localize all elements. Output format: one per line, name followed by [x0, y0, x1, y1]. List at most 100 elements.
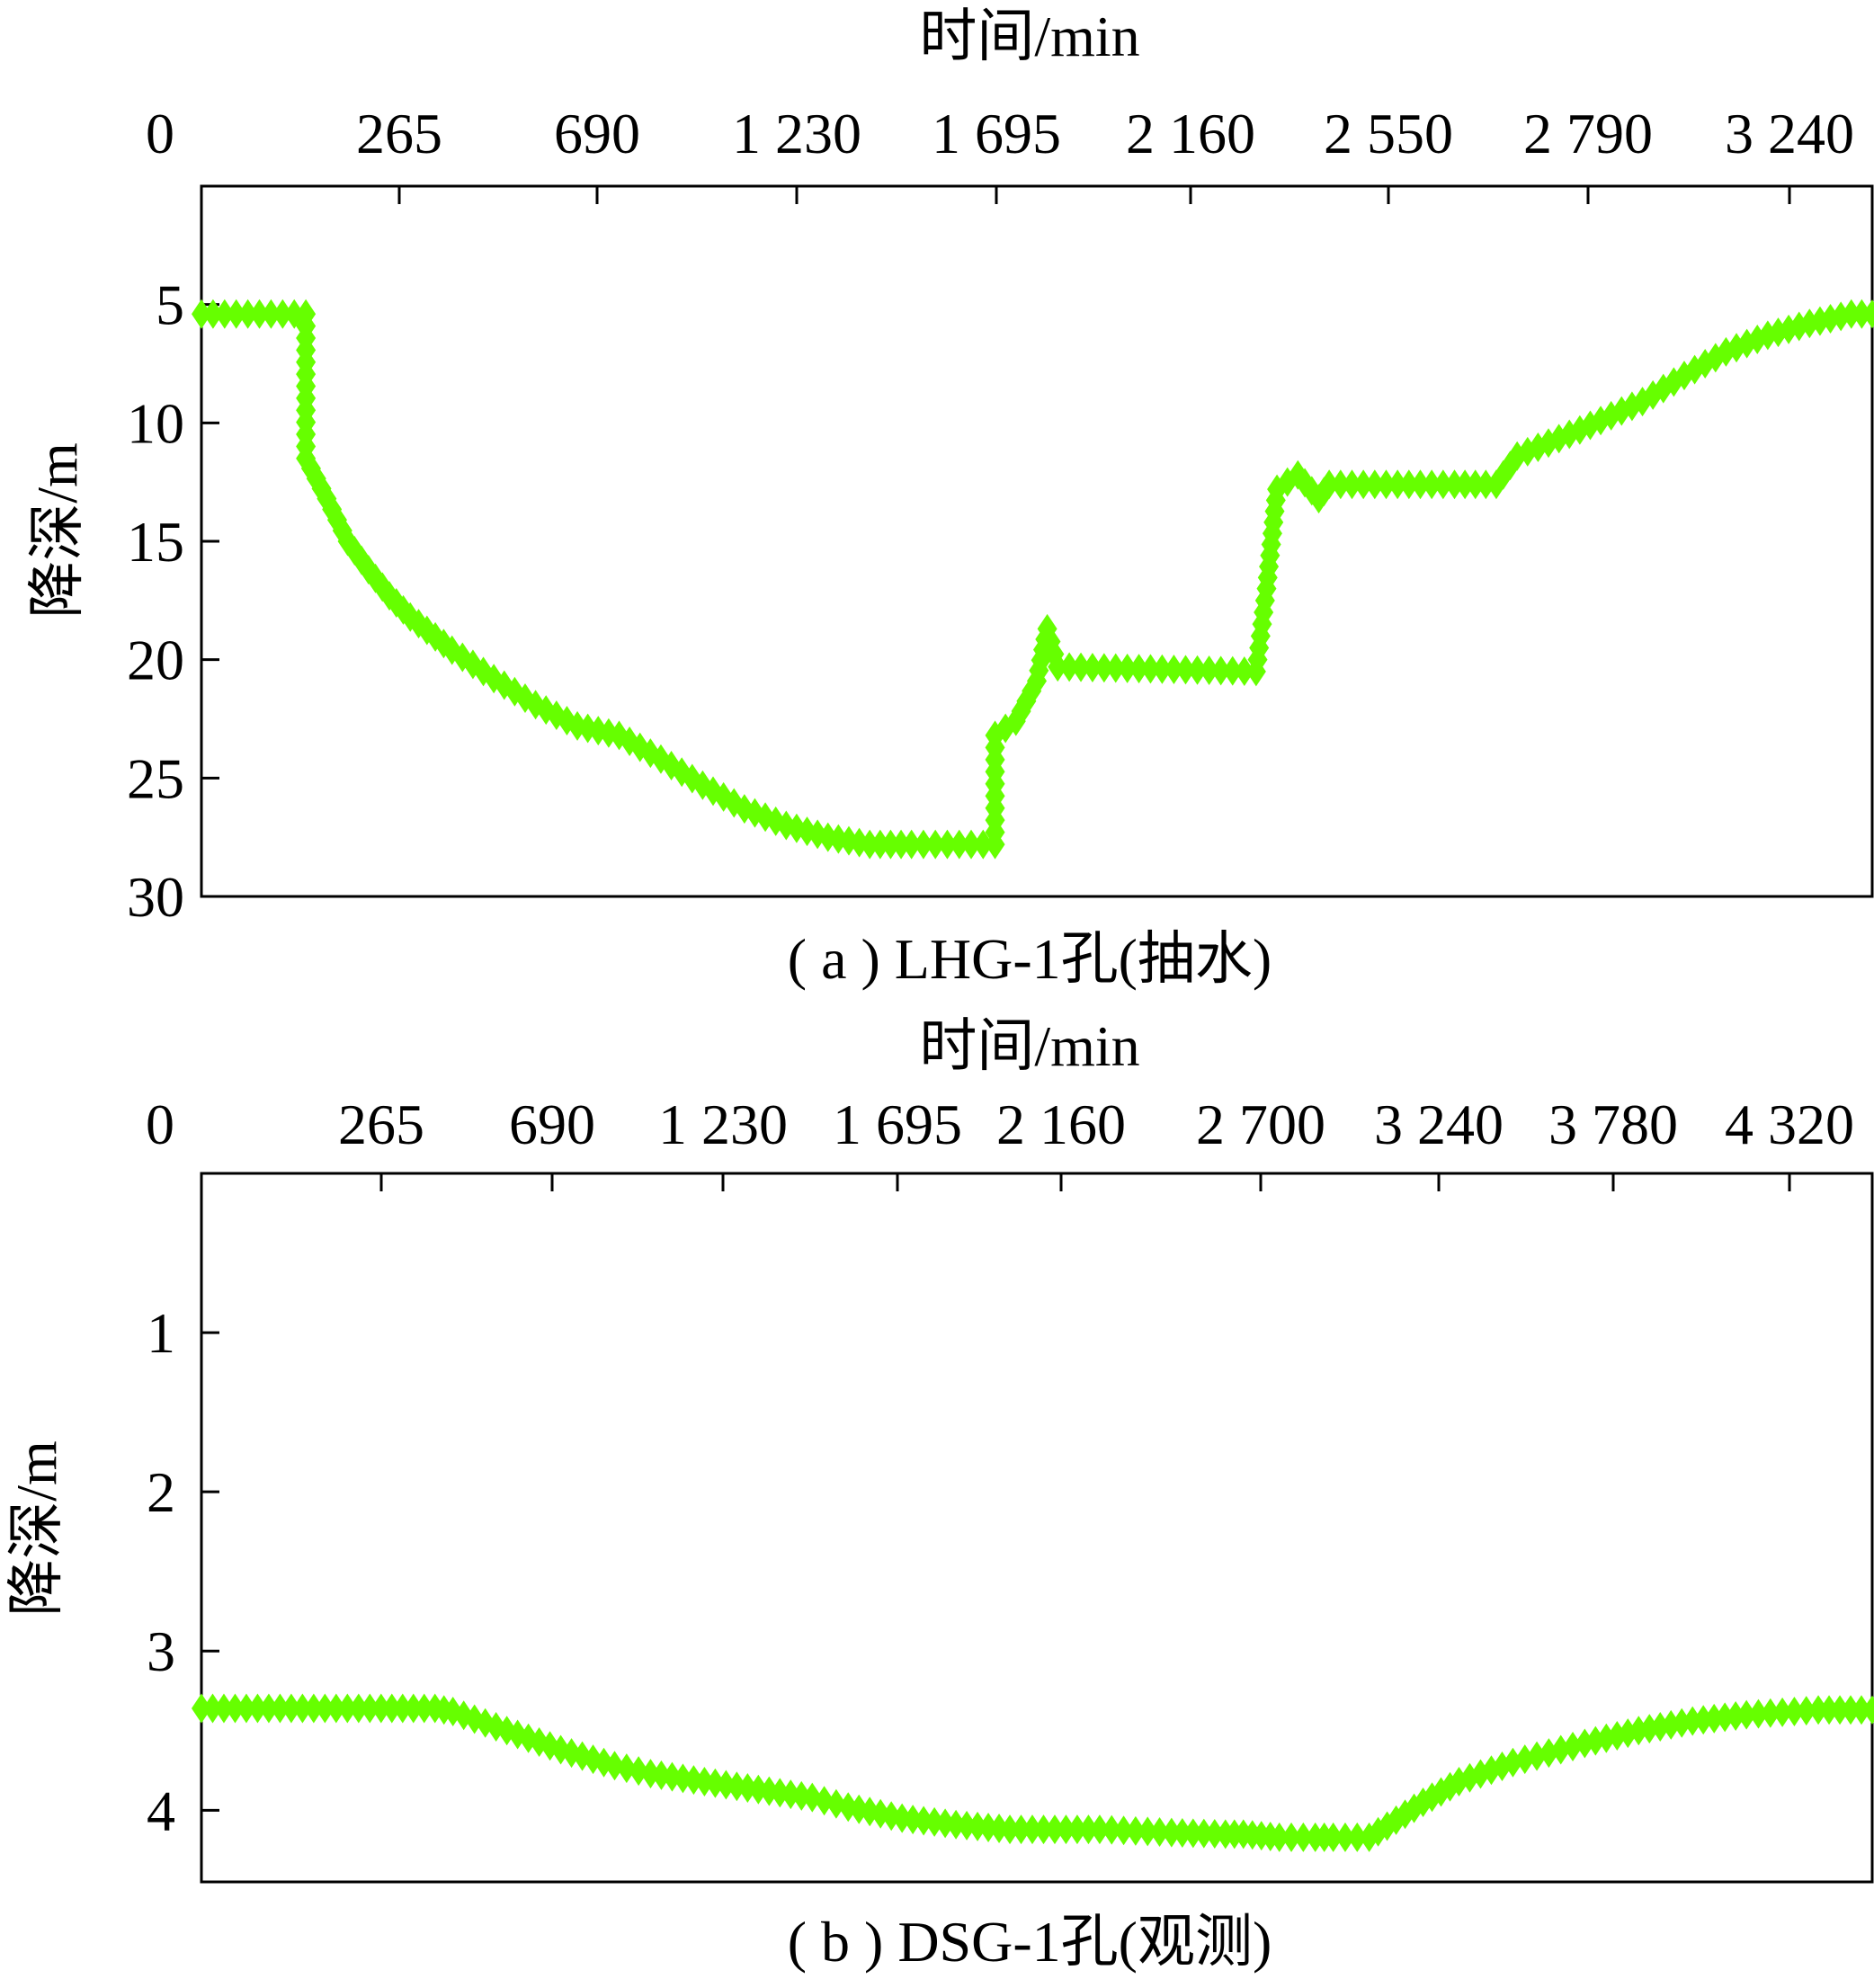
- y-tick-label: 15: [127, 510, 184, 574]
- data-point: [370, 1693, 391, 1724]
- data-point: [1410, 469, 1431, 500]
- data-point: [1398, 469, 1419, 500]
- data-point: [1082, 652, 1102, 682]
- data-point: [1187, 655, 1208, 685]
- data-point: [225, 1693, 245, 1724]
- data-point: [1078, 1814, 1099, 1845]
- data-point: [1066, 1814, 1087, 1845]
- data-point: [1852, 299, 1872, 329]
- data-point: [901, 829, 922, 860]
- data-point: [1269, 1822, 1289, 1852]
- data-point: [1044, 1814, 1065, 1845]
- panel-b: 时间/min 0 265 690 1 230 1 695 2 160 2 700 3 240 3…: [4, 1014, 1874, 1974]
- data-point: [1364, 469, 1385, 500]
- data-point: [1342, 469, 1362, 500]
- x-tick-label: 2 790: [1523, 102, 1653, 165]
- data-point: [1831, 301, 1852, 332]
- data-point: [1808, 1695, 1829, 1725]
- data-point: [870, 829, 890, 860]
- y-tick-label: 5: [156, 273, 184, 337]
- data-point: [913, 829, 933, 860]
- x-axis-title-b: 时间/min: [919, 1014, 1139, 1078]
- data-point: [880, 829, 901, 860]
- x-tick-label: 265: [356, 102, 442, 165]
- data-point: [1862, 1695, 1874, 1725]
- data-point: [1056, 1814, 1076, 1845]
- data-point: [1682, 1706, 1703, 1736]
- data-point: [1293, 1822, 1314, 1852]
- data-point: [924, 1806, 945, 1837]
- data-point: [892, 1803, 913, 1833]
- data-point: [961, 829, 982, 860]
- data-point: [249, 299, 270, 329]
- data-point: [1113, 1815, 1134, 1846]
- y-ticks-a: 5 10 15 20 25 30: [127, 273, 219, 929]
- data-point: [604, 1751, 625, 1781]
- data-point: [1736, 1699, 1757, 1730]
- plot-frame-b: [200, 1172, 1874, 1884]
- data-point: [247, 1693, 268, 1724]
- data-point: [1422, 469, 1442, 500]
- data-point: [1125, 1815, 1146, 1846]
- data-point: [1071, 652, 1092, 682]
- series-a: [192, 299, 1874, 860]
- x-tick-label: 1 695: [932, 102, 1061, 165]
- data-point: [236, 1693, 256, 1724]
- data-point: [935, 1808, 956, 1839]
- data-point: [1199, 655, 1219, 686]
- data-point: [1129, 654, 1149, 684]
- data-point: [1011, 1814, 1031, 1845]
- data-point: [1444, 469, 1465, 500]
- data-point: [392, 1693, 413, 1724]
- data-point: [202, 299, 223, 329]
- plot-frame-a: [200, 184, 1874, 898]
- data-point: [1772, 1697, 1793, 1727]
- data-point: [914, 1805, 934, 1836]
- data-point: [1161, 1817, 1182, 1848]
- x-tick-label: 3 240: [1374, 1092, 1504, 1156]
- data-point: [1862, 299, 1874, 329]
- data-point: [1796, 1696, 1816, 1726]
- x-tick-label: 4 320: [1725, 1092, 1854, 1156]
- y-tick-label: 25: [127, 746, 184, 810]
- data-point: [1048, 652, 1068, 682]
- data-point: [925, 829, 946, 860]
- data-point: [1432, 469, 1453, 500]
- data-point: [946, 1809, 967, 1840]
- data-point: [1193, 1818, 1214, 1849]
- x-tick-label: 2 700: [1196, 1092, 1325, 1156]
- data-point: [989, 1814, 1010, 1844]
- data-point: [973, 829, 994, 860]
- x-tick-label: 1 695: [833, 1092, 962, 1156]
- data-point: [1726, 1700, 1746, 1731]
- data-point: [1748, 1698, 1769, 1729]
- data-point: [214, 299, 235, 329]
- y-axis-title-b: 降深/m: [4, 1440, 68, 1617]
- x-axis-title-a: 时间/min: [919, 4, 1139, 68]
- data-point: [414, 1693, 434, 1724]
- x-tick-label: 1 230: [658, 1092, 788, 1156]
- data-point: [937, 829, 958, 860]
- data-point: [1138, 1816, 1158, 1847]
- caption-a: ( a ) LHG-1孔(抽水): [788, 927, 1272, 991]
- data-point: [1347, 1822, 1368, 1852]
- data-point: [1330, 469, 1351, 500]
- data-point: [1841, 1695, 1861, 1725]
- y-ticks-b: 1 2 3 4: [147, 1301, 219, 1842]
- data-point: [1222, 655, 1243, 686]
- y-tick-label: 10: [127, 391, 184, 455]
- data-point: [1175, 655, 1196, 685]
- data-point: [1182, 1818, 1203, 1849]
- data-point: [616, 1753, 637, 1784]
- data-point: [1830, 1695, 1851, 1725]
- x-tick-label: 690: [554, 102, 640, 165]
- data-point: [258, 1693, 279, 1724]
- data-point: [1234, 656, 1254, 687]
- data-point: [1819, 1695, 1840, 1725]
- data-point: [226, 299, 246, 329]
- data-point: [1152, 654, 1173, 684]
- data-point: [1852, 1695, 1872, 1725]
- data-point: [1172, 1817, 1192, 1848]
- data-point: [1102, 1814, 1122, 1845]
